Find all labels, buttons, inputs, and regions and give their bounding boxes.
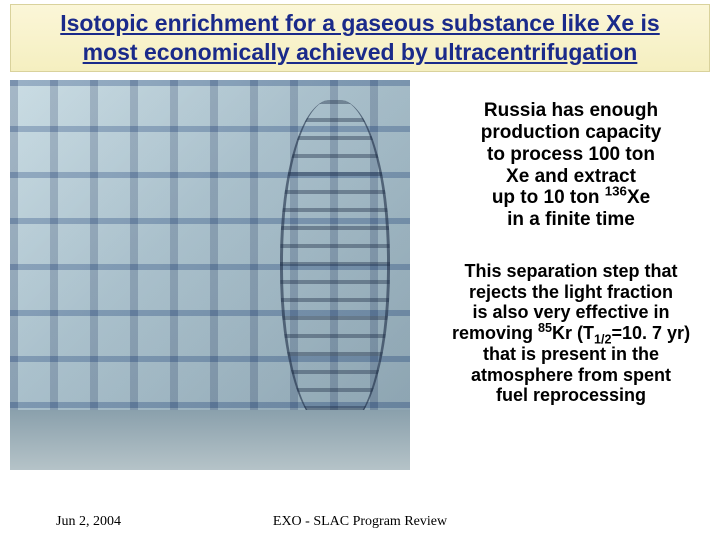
capacity-message: Russia has enoughproduction capacityto p… [430,100,712,231]
footer-center: EXO - SLAC Program Review [0,514,720,530]
separation-message: This separation step thatrejects the lig… [430,261,712,406]
centrifuge-photo [10,80,410,470]
right-column: Russia has enoughproduction capacityto p… [430,100,712,406]
photo-floor [10,410,410,470]
spiral-stair [280,100,390,430]
slide: Isotopic enrichment for a gaseous substa… [0,0,720,540]
title-text: Isotopic enrichment for a gaseous substa… [19,9,701,67]
title-box: Isotopic enrichment for a gaseous substa… [10,4,710,72]
